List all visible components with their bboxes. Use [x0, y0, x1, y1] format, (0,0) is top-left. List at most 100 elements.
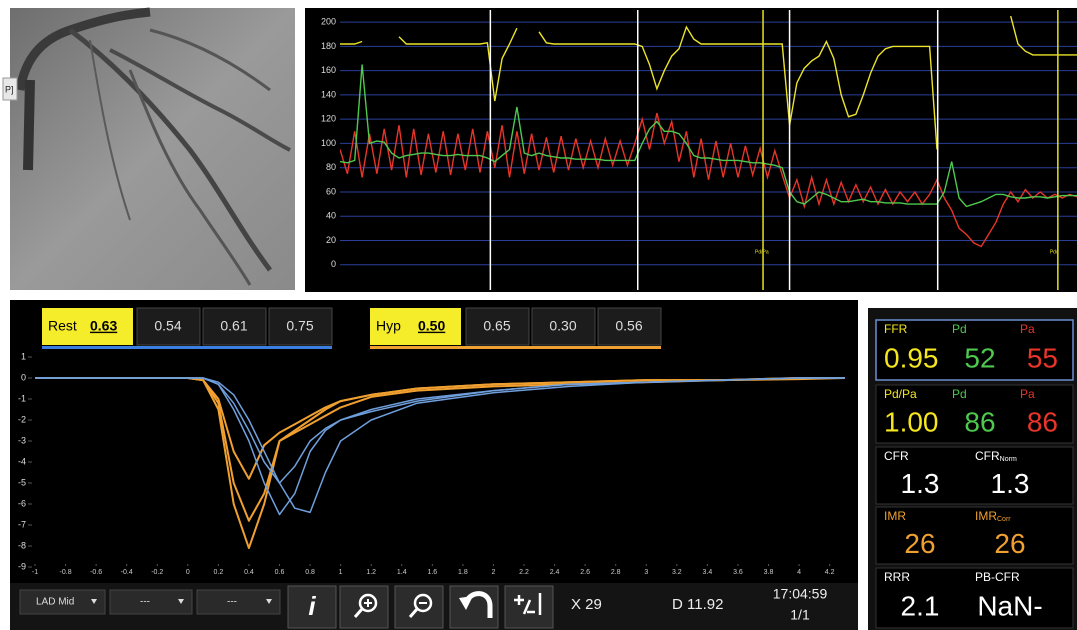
info-icon: i — [308, 591, 316, 621]
x-tick-label: 3.8 — [764, 569, 774, 576]
tab-value: 0.30 — [549, 318, 576, 334]
x-tick-label: -0.2 — [151, 569, 163, 576]
result-label-text: Pa — [1020, 387, 1035, 401]
result-label-text: CFR — [975, 449, 1000, 463]
y-tick-label: 0 — [331, 259, 336, 269]
result-label-text: PB-CFR — [975, 570, 1020, 584]
result-label-text: IMR — [975, 509, 997, 523]
result-label-text: Pd — [952, 387, 967, 401]
y-tick-label: -3 — [18, 435, 26, 445]
y-tick-label: -9 — [18, 561, 26, 571]
result-label: IMR — [884, 509, 906, 523]
dropdown[interactable] — [110, 590, 192, 614]
y-tick-label: -4 — [18, 456, 26, 466]
tab-value: 0.56 — [615, 318, 642, 334]
result-label-sub: Norm — [1000, 456, 1017, 463]
result-label: PB-CFR — [975, 570, 1020, 584]
x-tick-label: 1.8 — [458, 569, 468, 576]
y-tick-label: -1 — [18, 393, 26, 403]
result-label-text: Pa — [1020, 322, 1035, 336]
x-tick-label: -0.8 — [60, 569, 72, 576]
event-label: Pd/Pa — [755, 249, 769, 255]
dropdown-label: --- — [140, 597, 150, 608]
y-tick-label: 140 — [321, 89, 336, 99]
tab-value: 0.54 — [154, 318, 181, 334]
x-tick-label: -0.4 — [121, 569, 133, 576]
result-value: 1.3 — [991, 468, 1030, 499]
x-tick-label: -1 — [32, 569, 38, 576]
tab-value: 0.61 — [220, 318, 247, 334]
tab-value: 0.50 — [418, 318, 445, 334]
y-tick-label: 180 — [321, 41, 336, 51]
result-label-text: Pd — [952, 322, 967, 336]
y-tick-label: 100 — [321, 138, 336, 148]
y-tick-label: -5 — [18, 477, 26, 487]
screen: P]020406080100120140160180200Pd/PaPd/Res… — [0, 0, 1077, 630]
x-readout: X 29 — [571, 596, 602, 613]
page-readout: 1/1 — [790, 607, 810, 623]
y-tick-label: 20 — [326, 235, 336, 245]
y-tick-label: 0 — [21, 372, 26, 382]
y-tick-label: 160 — [321, 65, 336, 75]
result-value: 52 — [964, 342, 995, 373]
result-label-text: FFR — [884, 322, 908, 336]
angiogram — [3, 8, 295, 290]
result-label-text: Pd/Pa — [884, 387, 917, 401]
dropdown-label: --- — [227, 597, 237, 608]
result-label: Pa — [1020, 387, 1035, 401]
x-tick-label: 2 — [492, 569, 496, 576]
tool-button[interactable] — [395, 586, 443, 628]
event-label: Pd/ — [1050, 249, 1058, 255]
angio-tag: P] — [5, 84, 14, 94]
x-tick-label: 0.2 — [214, 569, 224, 576]
x-tick-label: 2.8 — [611, 569, 621, 576]
result-value: 26 — [904, 528, 935, 559]
x-tick-label: 2.6 — [580, 569, 590, 576]
x-tick-label: 3.4 — [703, 569, 713, 576]
tab-value: 0.65 — [483, 318, 510, 334]
tab-label: Hyp — [376, 318, 401, 334]
dropdown[interactable] — [197, 590, 280, 614]
result-value: 1.00 — [884, 406, 939, 437]
x-tick-label: 2.2 — [519, 569, 529, 576]
y-tick-label: 80 — [326, 162, 336, 172]
result-value: 0.95 — [884, 342, 939, 373]
result-label: Pa — [1020, 322, 1035, 336]
dropdown-label: LAD Mid — [36, 597, 74, 608]
y-tick-label: -8 — [18, 540, 26, 550]
x-tick-label: 3 — [644, 569, 648, 576]
tab-value: 0.63 — [90, 318, 117, 334]
y-tick-label: 200 — [321, 17, 336, 27]
result-label-text: IMR — [884, 509, 906, 523]
x-tick-label: 3.2 — [672, 569, 682, 576]
tab-label: Rest — [48, 318, 77, 334]
x-tick-label: 3.6 — [733, 569, 743, 576]
y-tick-label: 60 — [326, 186, 336, 196]
y-tick-label: 40 — [326, 211, 336, 221]
y-tick-label: 120 — [321, 114, 336, 124]
result-label-text: RRR — [884, 570, 910, 584]
result-label-text: CFR — [884, 449, 909, 463]
y-tick-label: 1 — [21, 351, 26, 361]
result-label: Pd — [952, 387, 967, 401]
y-tick-label: -7 — [18, 519, 26, 529]
result-value: 1.3 — [901, 468, 940, 499]
x-tick-label: 1.2 — [366, 569, 376, 576]
x-tick-label: 0.6 — [275, 569, 285, 576]
result-label: RRR — [884, 570, 910, 584]
result-value: 86 — [1027, 406, 1058, 437]
tool-button[interactable] — [340, 586, 388, 628]
tab-underline — [370, 346, 661, 349]
y-tick-label: -2 — [18, 414, 26, 424]
x-tick-label: 1 — [339, 569, 343, 576]
result-label: FFR — [884, 322, 908, 336]
tool-button[interactable] — [505, 586, 553, 628]
d-readout: D 11.92 — [672, 596, 723, 613]
x-tick-label: 4.2 — [825, 569, 835, 576]
tab-underline — [42, 346, 332, 349]
x-tick-label: 0 — [186, 569, 190, 576]
tab-value: 0.75 — [286, 318, 313, 334]
result-value: NaN- — [977, 590, 1042, 621]
x-tick-label: 1.6 — [427, 569, 437, 576]
x-tick-label: 0.8 — [305, 569, 315, 576]
